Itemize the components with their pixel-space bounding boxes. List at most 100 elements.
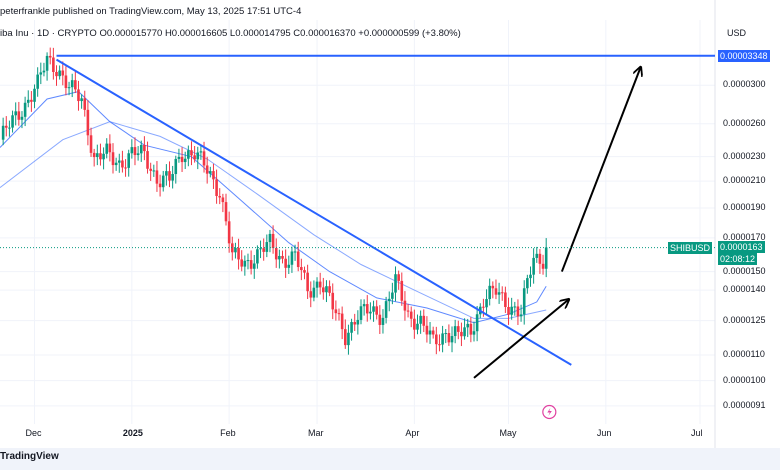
- candle-body: [240, 259, 244, 267]
- candle-body: [372, 306, 375, 312]
- candle-body: [488, 285, 491, 300]
- candle-body: [328, 286, 331, 293]
- candle-body: [435, 334, 438, 345]
- candle-body: [350, 322, 353, 333]
- x-tick-label: Mar: [308, 428, 324, 438]
- candle-body: [121, 160, 124, 168]
- candle-body: [281, 255, 284, 259]
- candle-body: [431, 330, 435, 335]
- y-tick-label: 0.0000140: [723, 284, 766, 295]
- candle-body: [149, 168, 152, 171]
- candle-body: [180, 156, 184, 163]
- last-price-tag: 0.0000163: [718, 240, 765, 253]
- candle-body: [271, 233, 275, 249]
- candle-body: [293, 251, 297, 253]
- candle-body: [190, 150, 193, 156]
- candle-body: [290, 251, 294, 265]
- publisher-line: peterfrankle published on TradingView.co…: [0, 6, 302, 17]
- candle-body: [485, 299, 488, 308]
- y-tick-label: 0.0000100: [723, 374, 766, 385]
- candle-body: [532, 257, 535, 275]
- candle-body: [45, 55, 49, 71]
- candle-body: [202, 151, 206, 166]
- candle-body: [331, 292, 335, 310]
- x-tick-label: Dec: [25, 428, 42, 438]
- candle-body: [482, 306, 485, 308]
- candle-body: [249, 260, 253, 269]
- ohlc-line: iba Inu · 1D · CRYPTO O0.000015770 H0.00…: [0, 28, 461, 39]
- candle-body: [500, 292, 504, 294]
- candle-body: [58, 70, 61, 77]
- candle-body: [155, 170, 159, 184]
- candle-body: [14, 111, 17, 116]
- candle-body: [105, 143, 109, 154]
- candle-body: [96, 153, 99, 158]
- candle-body: [99, 153, 102, 160]
- candle-body: [171, 174, 174, 181]
- y-tick-label: 0.0000190: [723, 202, 766, 213]
- candle-body: [413, 318, 416, 330]
- resistance-price-tag: 0.00003348: [718, 49, 770, 62]
- candle-body: [133, 147, 137, 156]
- candle-body: [143, 144, 146, 152]
- candle-body: [42, 70, 46, 73]
- candle-body: [529, 274, 532, 279]
- candle-body: [246, 260, 250, 262]
- candle-body: [124, 167, 127, 169]
- candle-body: [199, 151, 203, 153]
- currency-label[interactable]: USD: [727, 28, 747, 38]
- candle-body: [541, 263, 545, 269]
- moving-average-slow-line: [0, 121, 547, 319]
- x-tick-label: Jun: [596, 428, 612, 438]
- x-tick-label: 2025: [122, 428, 143, 438]
- candle-body: [70, 80, 74, 88]
- candle-body: [55, 71, 58, 77]
- candle-body: [212, 171, 215, 180]
- candle-body: [259, 248, 262, 250]
- ohlc-values: O0.000015770 H0.000016605 L0.000014795 C…: [99, 28, 461, 39]
- candle-body: [86, 109, 90, 136]
- candle-body: [262, 248, 265, 252]
- tradingview-logo[interactable]: TradingView: [0, 451, 59, 462]
- candle-body: [494, 288, 498, 295]
- candle-body: [463, 327, 466, 337]
- candle-body: [315, 281, 319, 288]
- candle-body: [17, 111, 21, 120]
- candle-body: [507, 307, 510, 315]
- candle-body: [278, 255, 281, 260]
- candle-body: [504, 292, 507, 308]
- x-tick-label: Jul: [691, 428, 703, 438]
- candle-body: [391, 292, 394, 299]
- candle-body: [36, 74, 39, 89]
- candle-body: [325, 286, 328, 293]
- candle-body: [11, 115, 14, 128]
- y-tick-label: 0.0000110: [723, 348, 765, 359]
- candle-body: [23, 102, 27, 117]
- y-tick-label: 0.0000260: [723, 117, 766, 128]
- candle-body: [67, 87, 71, 89]
- candle-body: [519, 314, 523, 317]
- candle-body: [441, 333, 444, 345]
- chart-grid: [0, 0, 716, 448]
- candle-body: [117, 160, 121, 163]
- symbol-line[interactable]: iba Inu · 1D · CRYPTO: [0, 28, 97, 39]
- y-tick-label: 0.0000170: [723, 231, 766, 242]
- candle-body: [89, 135, 93, 153]
- candle-body: [193, 155, 196, 160]
- candle-body: [384, 301, 388, 318]
- candle-body: [4, 125, 8, 128]
- candle-body: [230, 243, 234, 253]
- candle-body: [362, 304, 366, 307]
- y-tick-label: 0.0000125: [723, 314, 766, 325]
- countdown-tag: 02:08:12: [718, 252, 758, 265]
- candle-body: [183, 158, 187, 163]
- candle-body: [337, 313, 341, 315]
- y-tick-label: 0.0000210: [723, 175, 766, 186]
- candle-body: [196, 152, 200, 160]
- candle-body: [146, 151, 149, 169]
- candle-body: [20, 116, 24, 120]
- candle-body: [108, 143, 112, 153]
- candle-body: [397, 274, 400, 281]
- candle-body: [136, 153, 140, 156]
